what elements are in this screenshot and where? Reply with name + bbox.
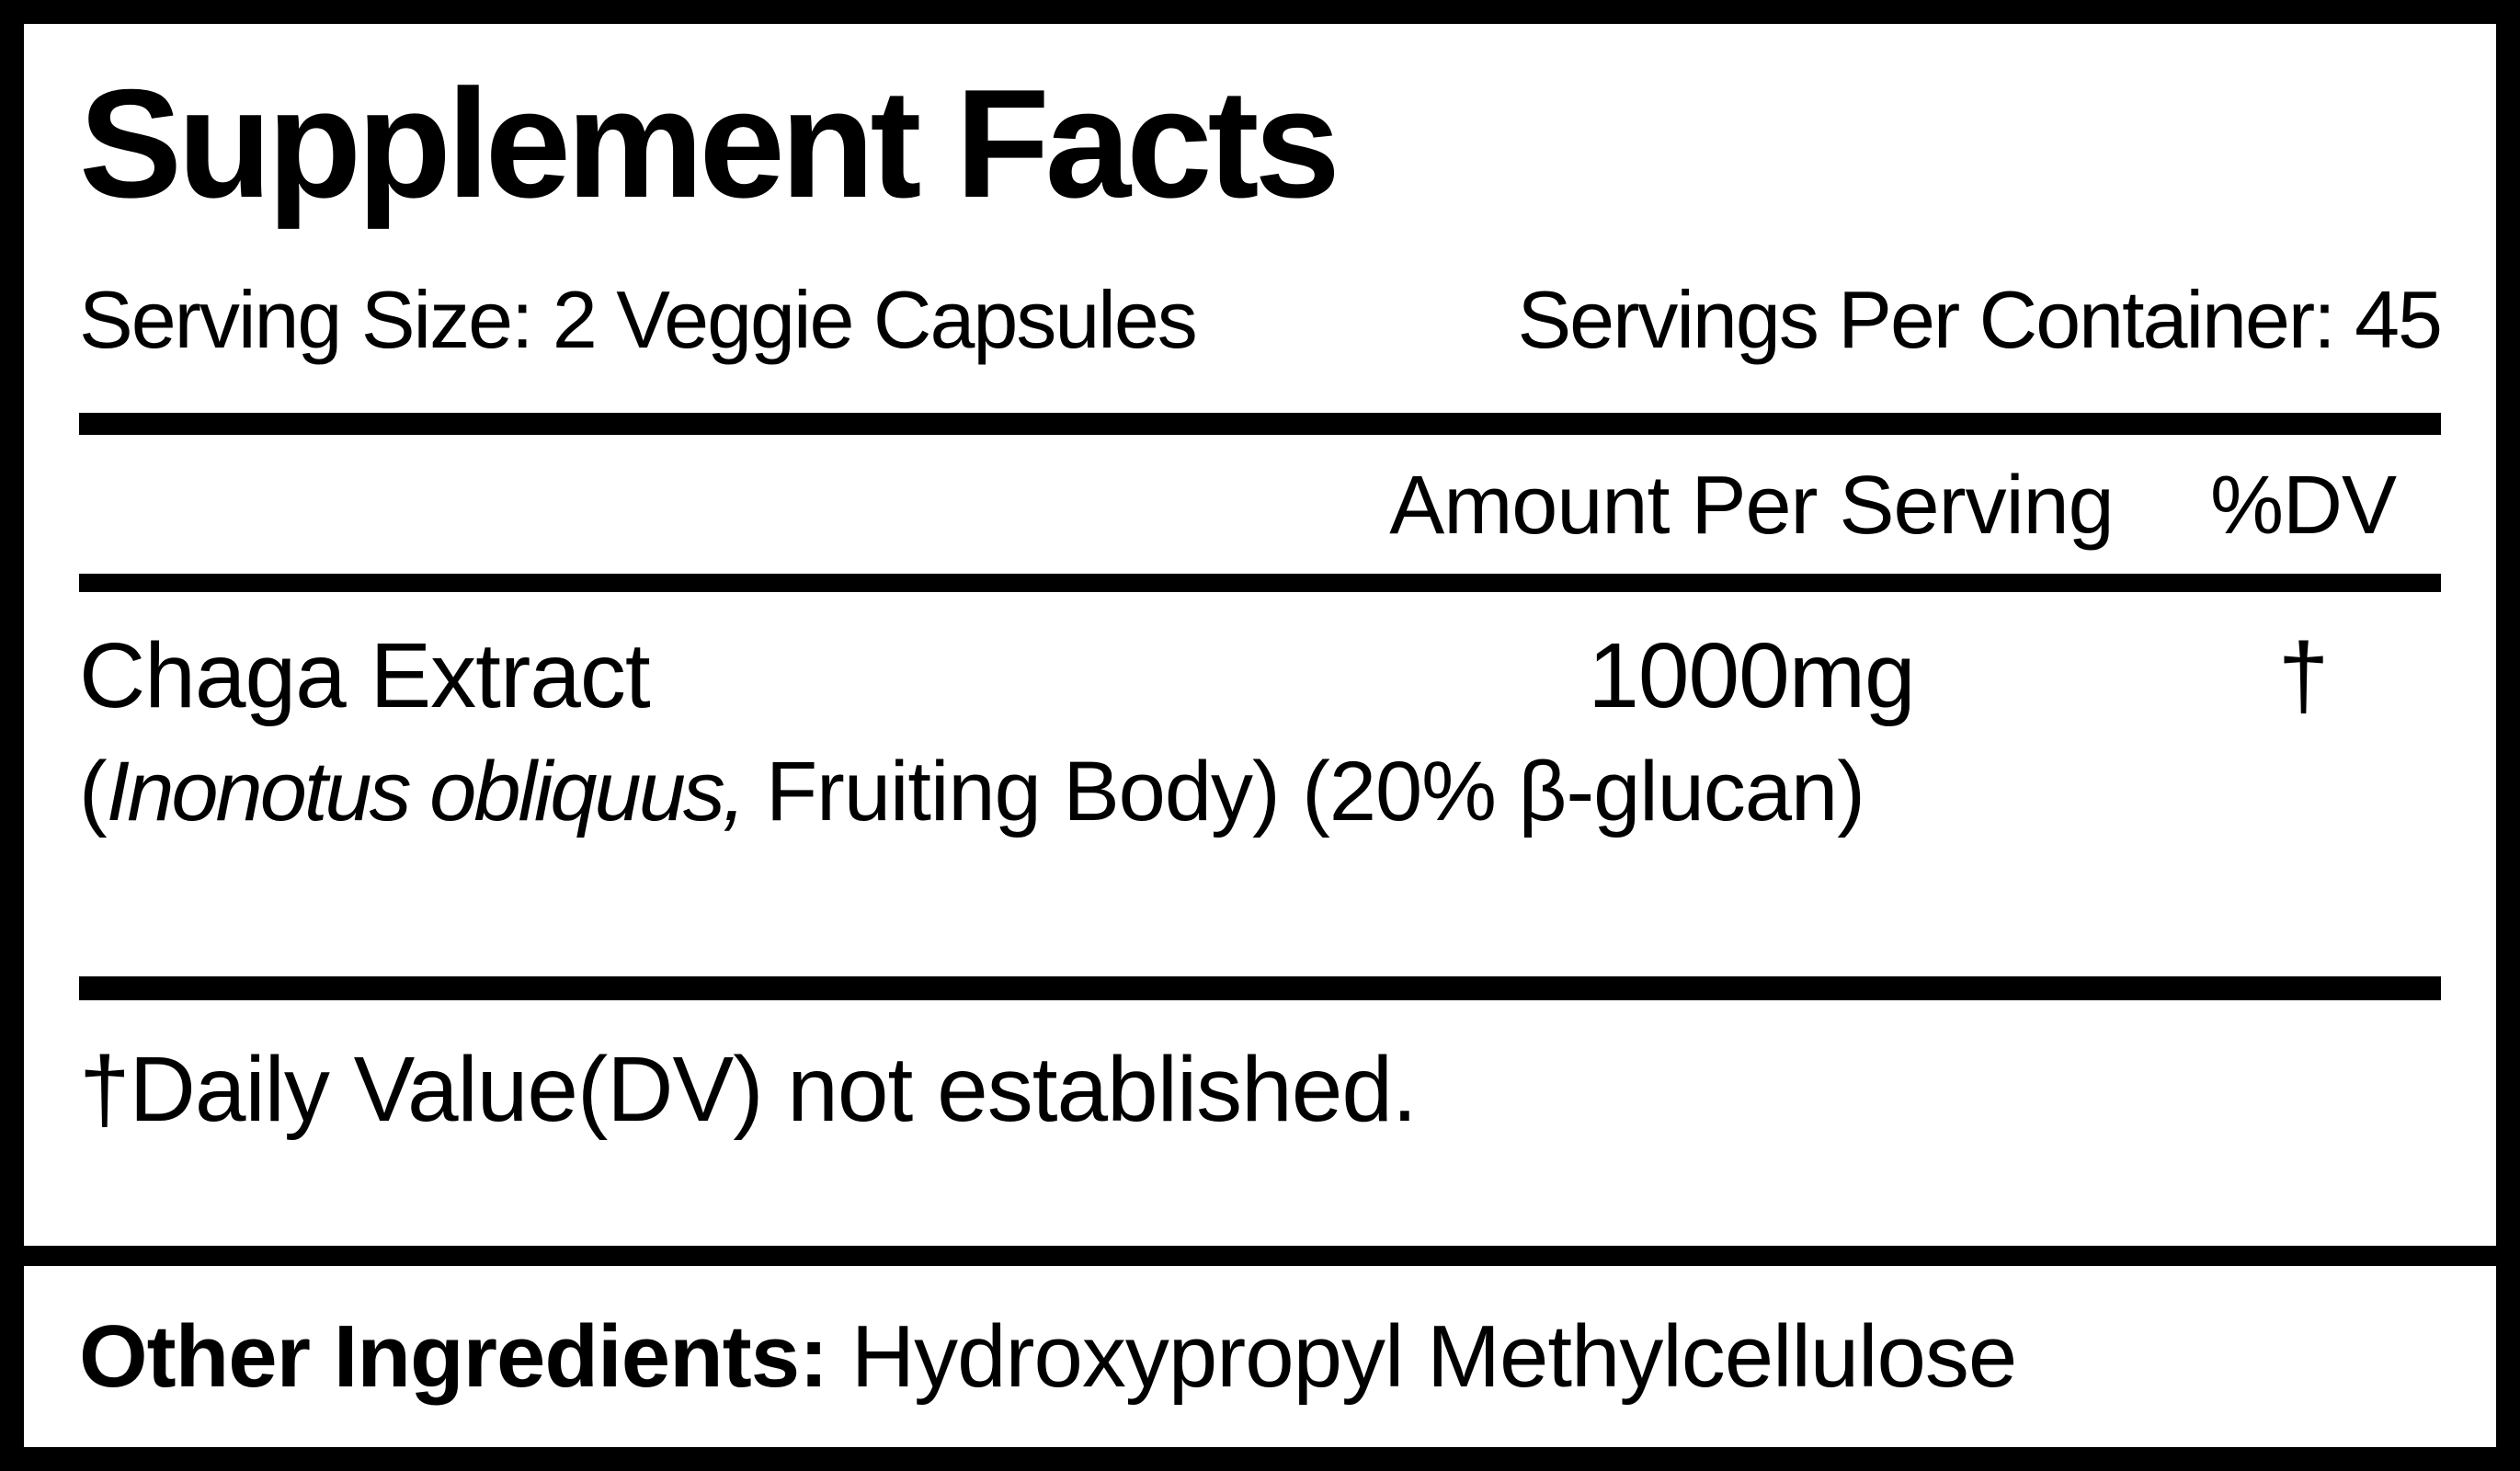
ingredient-amount: 1000mg [1588,623,1915,727]
other-ingredients-value: Hydroxypropyl Methylcellulose [827,1306,2018,1406]
serving-size-text: Serving Size: 2 Veggie Capsules [79,273,1198,365]
other-ingredients-panel: Other Ingredients: Hydroxypropyl Methylc… [24,1266,2496,1447]
other-ingredients-label: Other Ingredients: [79,1306,828,1406]
percent-dv-header: %DV [2209,459,2397,552]
ingredient-dv-dagger: † [2277,623,2330,727]
thick-rule-top [79,412,2441,435]
table-row: Chaga Extract 1000mg † [79,592,2441,729]
thick-rule-header [79,573,2441,592]
page-title: Supplement Facts [79,57,1340,230]
other-ingredients-line: Other Ingredients: Hydroxypropyl Methylc… [79,1306,2018,1408]
ingredient-detail-line: (Inonotus obliquus, Fruiting Body) (20% … [79,744,2441,840]
ingredient-latin-name: Inonotus obliquus, [106,744,747,838]
ingredient-name: Chaga Extract [79,623,651,727]
facts-panel: Supplement Facts Serving Size: 2 Veggie … [24,24,2496,1266]
daily-value-footnote: †Daily Value(DV) not established. [79,1037,1418,1141]
amount-per-serving-header: Amount Per Serving [1389,459,2114,552]
ingredient-detail-rest: Fruiting Body) (20% β-glucan) [743,744,1865,838]
servings-per-container-text: Servings Per Container: 45 [1517,273,2443,365]
table-header-row: Amount Per Serving %DV [79,435,2441,574]
serving-info-row: Serving Size: 2 Veggie Capsules Servings… [79,269,2443,371]
detail-open-paren: ( [79,744,108,838]
thick-rule-bottom [79,975,2441,1000]
